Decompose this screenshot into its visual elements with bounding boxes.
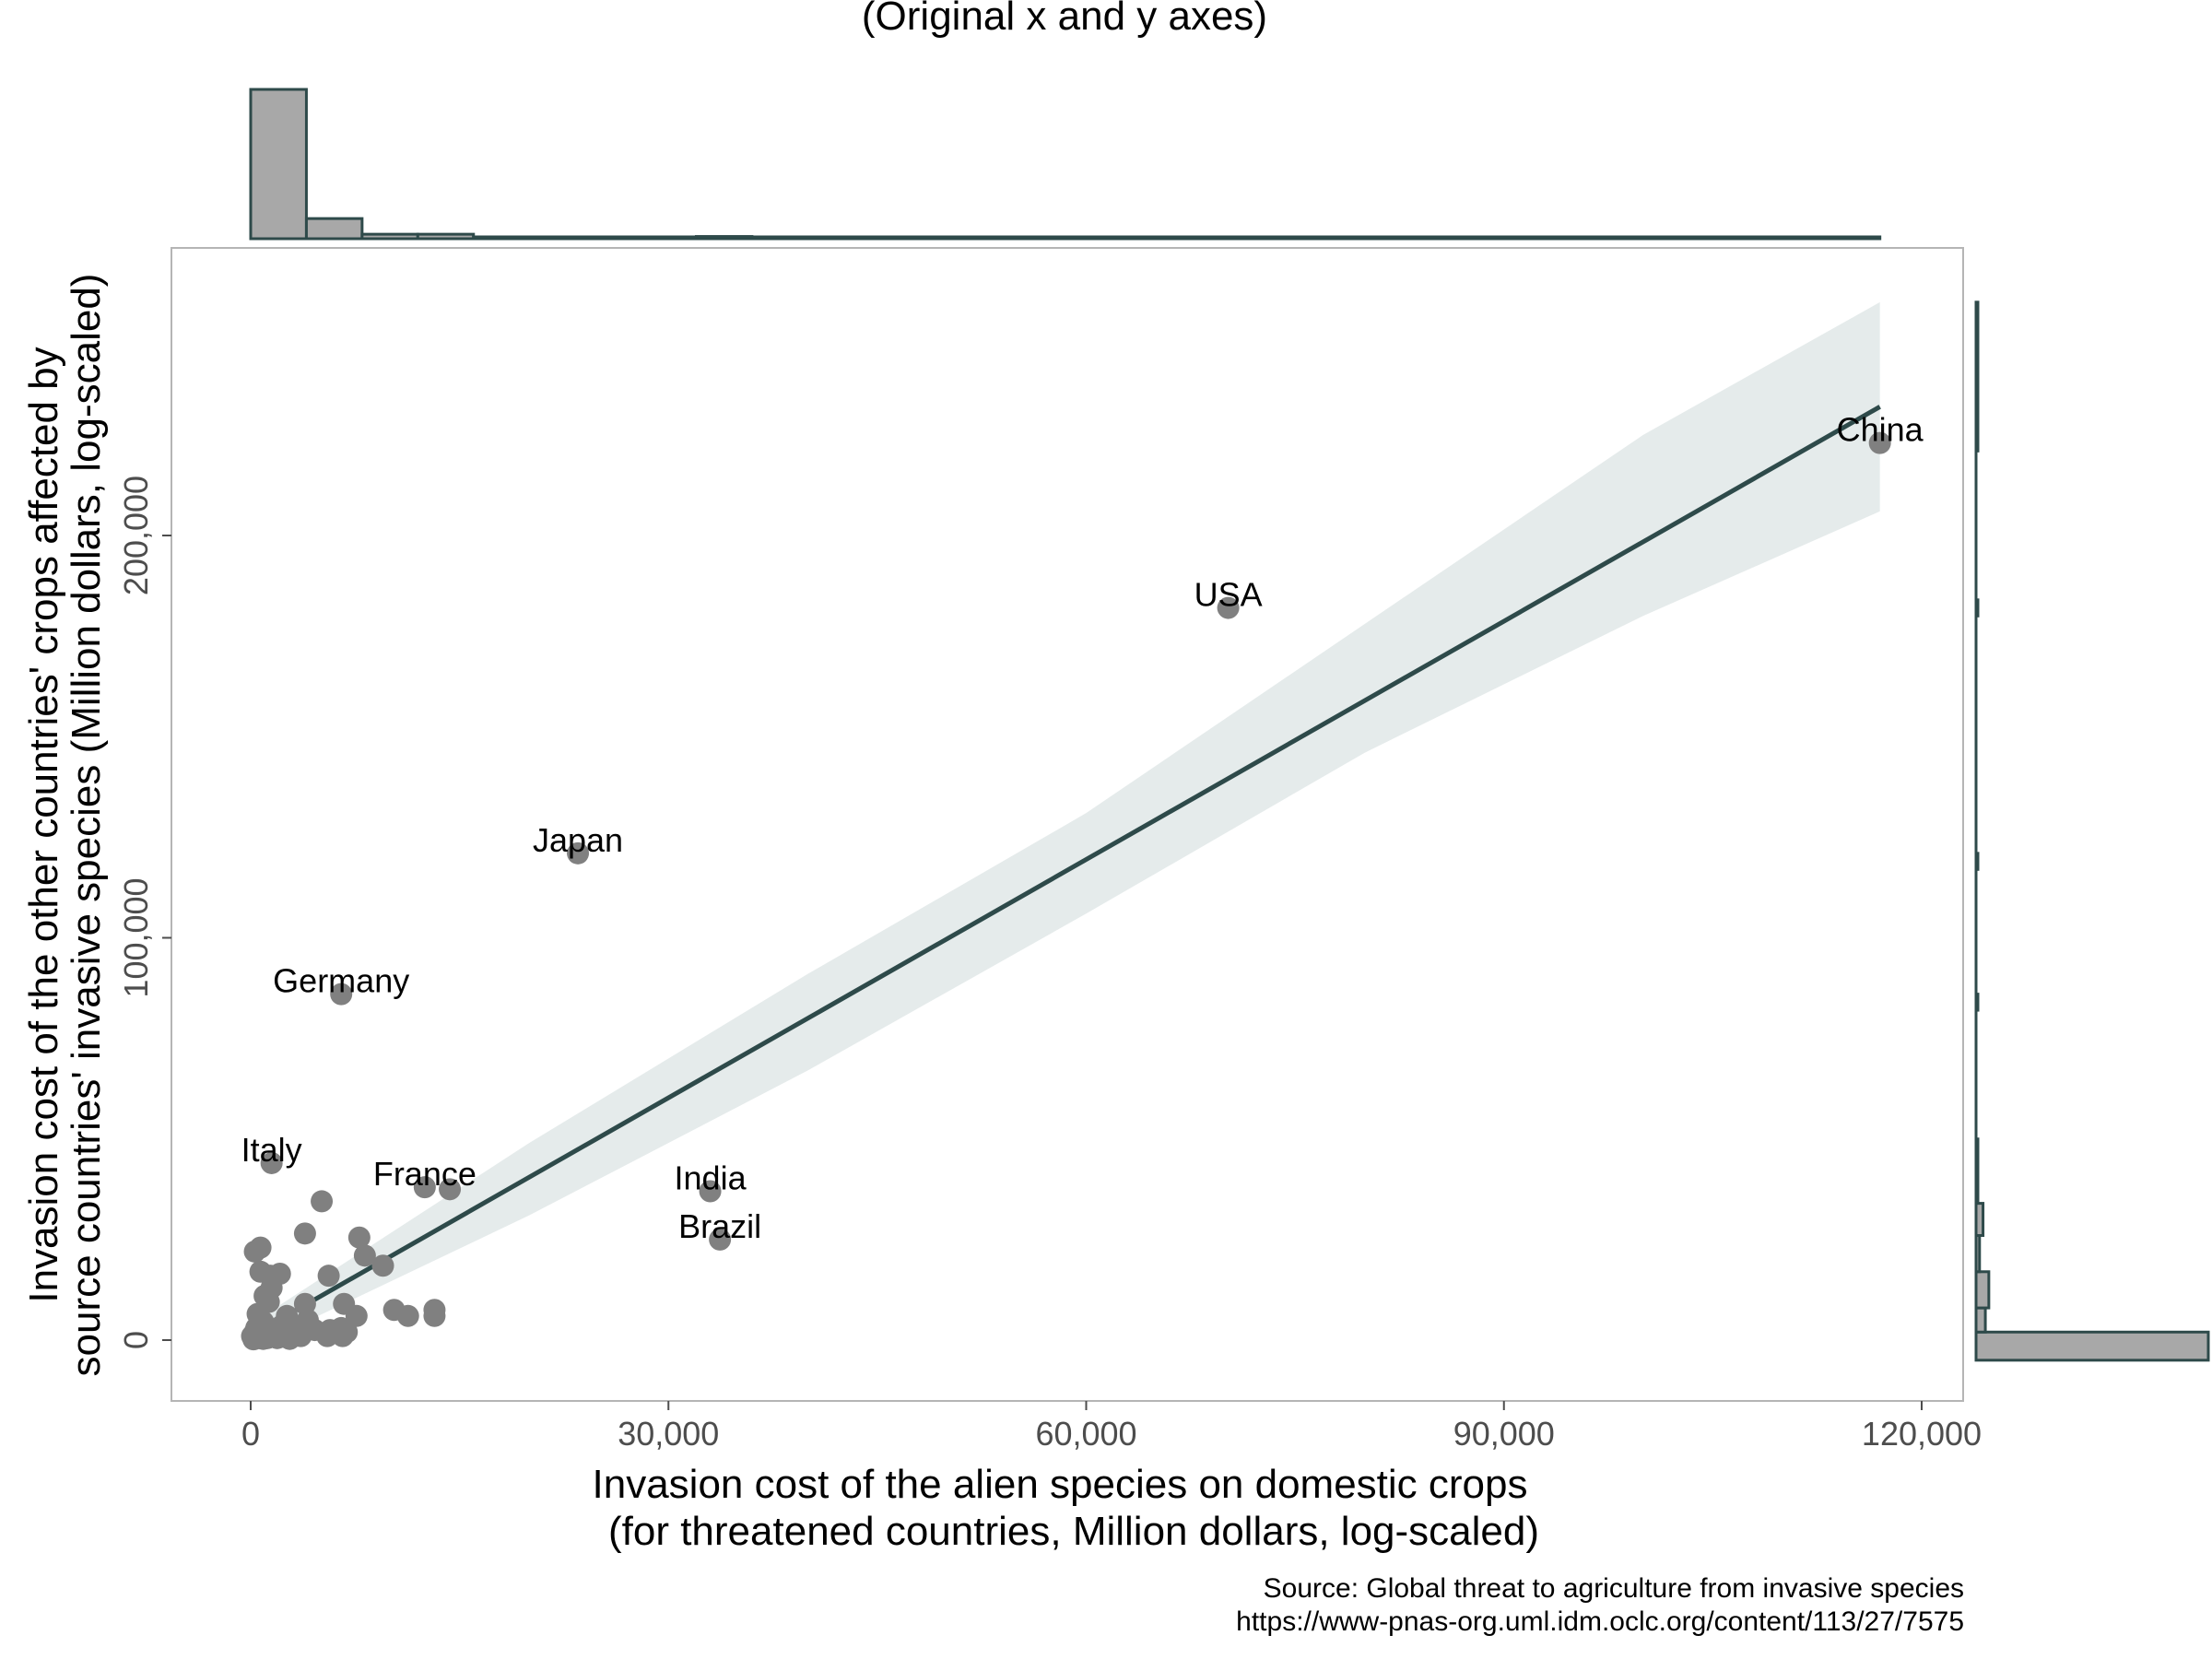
point-label-usa: USA (1194, 576, 1263, 614)
data-point-france (413, 1176, 436, 1199)
point-label-japan: Japan (533, 821, 623, 859)
point-label-italy: Italy (241, 1131, 302, 1169)
right-marginal-histogram (1974, 300, 2210, 1362)
point-label-brazil: Brazil (678, 1207, 761, 1245)
top-marginal-histogram (249, 88, 1882, 241)
right-hist-bar (1974, 1270, 1991, 1310)
source-note-line-2: https://www-pnas-org.uml.idm.oclc.org/co… (1236, 1606, 1964, 1637)
point-label-india: India (675, 1159, 747, 1196)
data-point (278, 1327, 301, 1350)
x-tick-label: 60,000 (1035, 1415, 1136, 1453)
fit-line (249, 405, 1881, 1338)
x-axis-ticks: 0 30,000 60,000 90,000 120,000 (241, 1401, 1982, 1453)
data-point (316, 1324, 339, 1347)
data-point (439, 1178, 462, 1201)
right-hist-bar (1974, 1330, 2210, 1362)
scatter-points (241, 431, 1891, 1351)
data-point (311, 1190, 334, 1213)
top-hist-bar (249, 88, 308, 241)
data-point-china (1868, 431, 1891, 454)
data-point (345, 1304, 368, 1327)
y-tick-label: 200,000 (117, 476, 155, 595)
data-point (353, 1244, 376, 1267)
chart-title: (Original x and y axes) (862, 0, 1267, 39)
right-hist-bar (1974, 1306, 1987, 1334)
source-note-line-1: Source: Global threat to agriculture fro… (1264, 1573, 1964, 1604)
x-tick-label: 120,000 (1862, 1415, 1982, 1453)
data-point-japan (567, 841, 590, 865)
data-point-india (699, 1180, 722, 1203)
source-note: Source: Global threat to agriculture fro… (1236, 1573, 1964, 1637)
point-label-germany: Germany (273, 962, 409, 1000)
x-axis-title-line-1: Invasion cost of the alien species on do… (593, 1462, 1528, 1507)
point-label-china: China (1837, 411, 1924, 449)
fit-line-path (249, 405, 1881, 1338)
point-label-france: France (373, 1155, 477, 1193)
data-point (331, 1324, 354, 1347)
y-axis-ticks: 0 100,000 200,000 (117, 476, 171, 1349)
point-labels: China USA Japan Germany Italy France India Braz… (241, 411, 1924, 1245)
data-point (423, 1304, 446, 1327)
x-axis-title: Invasion cost of the alien species on do… (593, 1462, 1540, 1554)
y-axis-title-line-2: source countries' invasive species (Mill… (64, 274, 109, 1377)
data-point (347, 1226, 371, 1249)
data-point (396, 1304, 419, 1327)
data-point (293, 1222, 316, 1245)
x-axis-title-line-2: (for threatened countries, Million dolla… (608, 1509, 1539, 1554)
data-point-germany (330, 982, 353, 1006)
data-point-italy (260, 1151, 283, 1174)
data-point-brazil (709, 1228, 732, 1251)
y-tick-label: 100,000 (117, 877, 155, 997)
data-point (243, 1321, 266, 1344)
x-tick-label: 0 (241, 1415, 260, 1453)
ci-band-area (251, 301, 1880, 1348)
data-point (249, 1236, 272, 1259)
data-point-usa (1217, 596, 1240, 619)
y-axis-title: Invasion cost of the other countries' cr… (21, 274, 109, 1377)
data-point (317, 1265, 340, 1288)
x-tick-label: 30,000 (618, 1415, 719, 1453)
y-axis-title-line-1: Invasion cost of the other countries' cr… (21, 347, 66, 1302)
x-tick-label: 90,000 (1453, 1415, 1555, 1453)
top-hist-bar (304, 217, 364, 241)
data-point (371, 1254, 394, 1277)
confidence-band (251, 301, 1880, 1348)
y-tick-label: 0 (117, 1331, 155, 1349)
